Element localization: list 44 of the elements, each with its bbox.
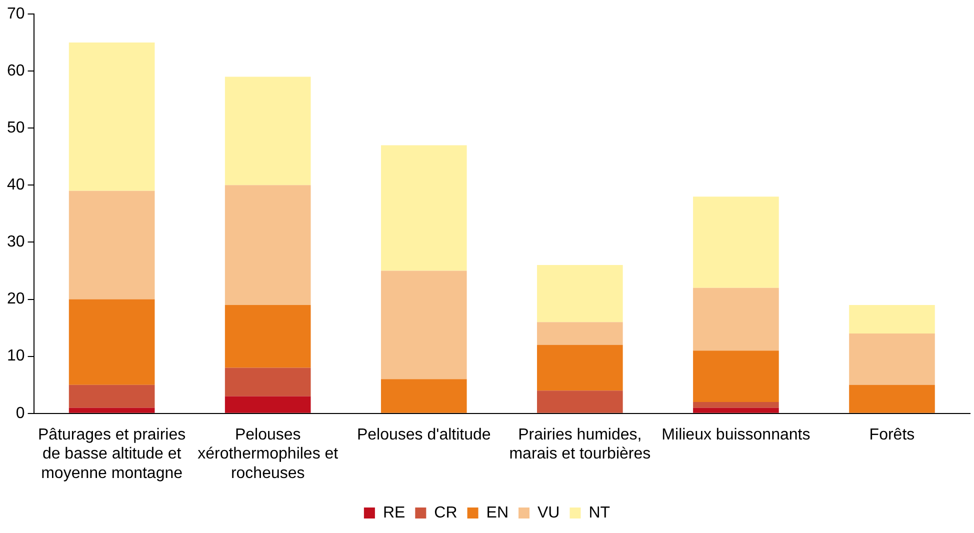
- bar: [537, 265, 623, 322]
- bar: [68, 42, 155, 191]
- y-tick-label: 10: [7, 348, 25, 365]
- y-tick-label: 0: [16, 404, 25, 422]
- x-tick-label: Milieux buissonnants: [662, 426, 810, 444]
- x-tick-label: Prairies humides, marais et tourbières: [509, 426, 651, 463]
- y-tick-label: 60: [7, 62, 25, 80]
- bar: [380, 145, 467, 271]
- y-tick-label: 40: [7, 176, 25, 194]
- bar: [224, 304, 311, 368]
- legend-label: VU: [538, 504, 560, 522]
- x-tick-label: Pelouses xérothermophiles et rocheuses: [198, 426, 339, 482]
- bar: [380, 379, 467, 413]
- x-tick-label: Pelouses d'altitude: [356, 426, 491, 444]
- bar: [693, 402, 779, 408]
- legend-label: EN: [486, 504, 509, 522]
- bar: [224, 368, 311, 396]
- bar: [693, 350, 779, 402]
- bar: [224, 185, 311, 305]
- y-tick-label: 50: [7, 120, 25, 137]
- legend-label: CR: [434, 504, 458, 522]
- bar: [849, 334, 935, 385]
- bar: [693, 408, 779, 413]
- x-tick-label: Pâturages et prairies de basse altitude et moyenne montagne: [38, 426, 186, 482]
- bar: [224, 396, 311, 413]
- bar: [537, 344, 623, 391]
- bar: [68, 408, 155, 413]
- bar: [849, 384, 935, 413]
- x-tick-label: Forêts: [869, 426, 915, 444]
- legend-label: RE: [382, 504, 406, 522]
- bar: [380, 270, 467, 380]
- bar: [68, 299, 155, 385]
- bar: [849, 304, 935, 334]
- bar: [224, 76, 311, 186]
- bar: [537, 390, 623, 413]
- y-tick-label: 30: [7, 234, 25, 251]
- bar: [693, 288, 779, 351]
- bar: [537, 322, 623, 345]
- legend-label: NT: [588, 504, 610, 522]
- bar: [68, 384, 155, 408]
- y-tick-label: 70: [7, 5, 25, 22]
- y-tick-label: 20: [7, 290, 25, 308]
- bar: [68, 190, 155, 300]
- bar: [693, 196, 779, 288]
